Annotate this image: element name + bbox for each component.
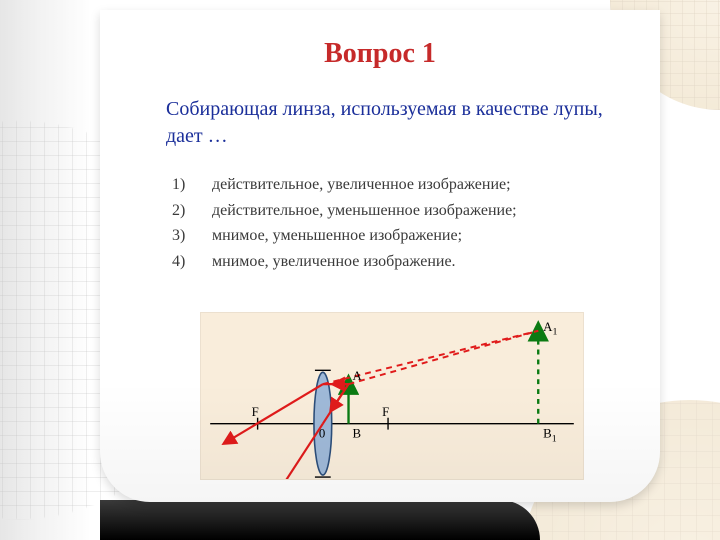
option-number: 1) (172, 172, 212, 198)
answer-option-3: 3) мнимое, уменьшенное изображение; (172, 223, 632, 249)
ray2-virtual-extension (349, 331, 539, 384)
option-text: мнимое, уменьшенное изображение; (212, 223, 632, 249)
option-number: 2) (172, 198, 212, 224)
option-number: 3) (172, 223, 212, 249)
slide-card: Вопрос 1 Собирающая линза, используемая … (100, 10, 660, 502)
label-A1: A1 (543, 320, 557, 338)
bg-wireframe-left (0, 0, 90, 540)
footer-bar (100, 500, 540, 540)
answer-option-2: 2) действительное, уменьшенное изображен… (172, 198, 632, 224)
ray2-arrowhead (331, 393, 343, 411)
slide-title: Вопрос 1 (100, 38, 660, 70)
label-B: B (352, 427, 361, 441)
label-B1: B1 (543, 427, 557, 445)
question-text: Собирающая линза, используемая в качеств… (166, 96, 606, 150)
option-number: 4) (172, 249, 212, 275)
ray2-exit (242, 424, 323, 479)
option-text: действительное, уменьшенное изображение; (212, 198, 632, 224)
answer-option-4: 4) мнимое, увеличенное изображение. (172, 249, 632, 275)
lens-diagram-svg: F F 0 A B A1 B1 (201, 313, 583, 479)
label-origin: 0 (319, 427, 325, 441)
answer-option-1: 1) действительное, увеличенное изображен… (172, 172, 632, 198)
answer-list: 1) действительное, увеличенное изображен… (172, 172, 632, 274)
label-F-right: F (382, 405, 389, 419)
ray1-refracted (224, 384, 323, 443)
option-text: мнимое, увеличенное изображение. (212, 249, 632, 275)
label-F-left: F (252, 405, 259, 419)
lens-diagram: F F 0 A B A1 B1 (200, 312, 584, 480)
label-A: A (352, 369, 362, 383)
option-text: действительное, увеличенное изображение; (212, 172, 632, 198)
